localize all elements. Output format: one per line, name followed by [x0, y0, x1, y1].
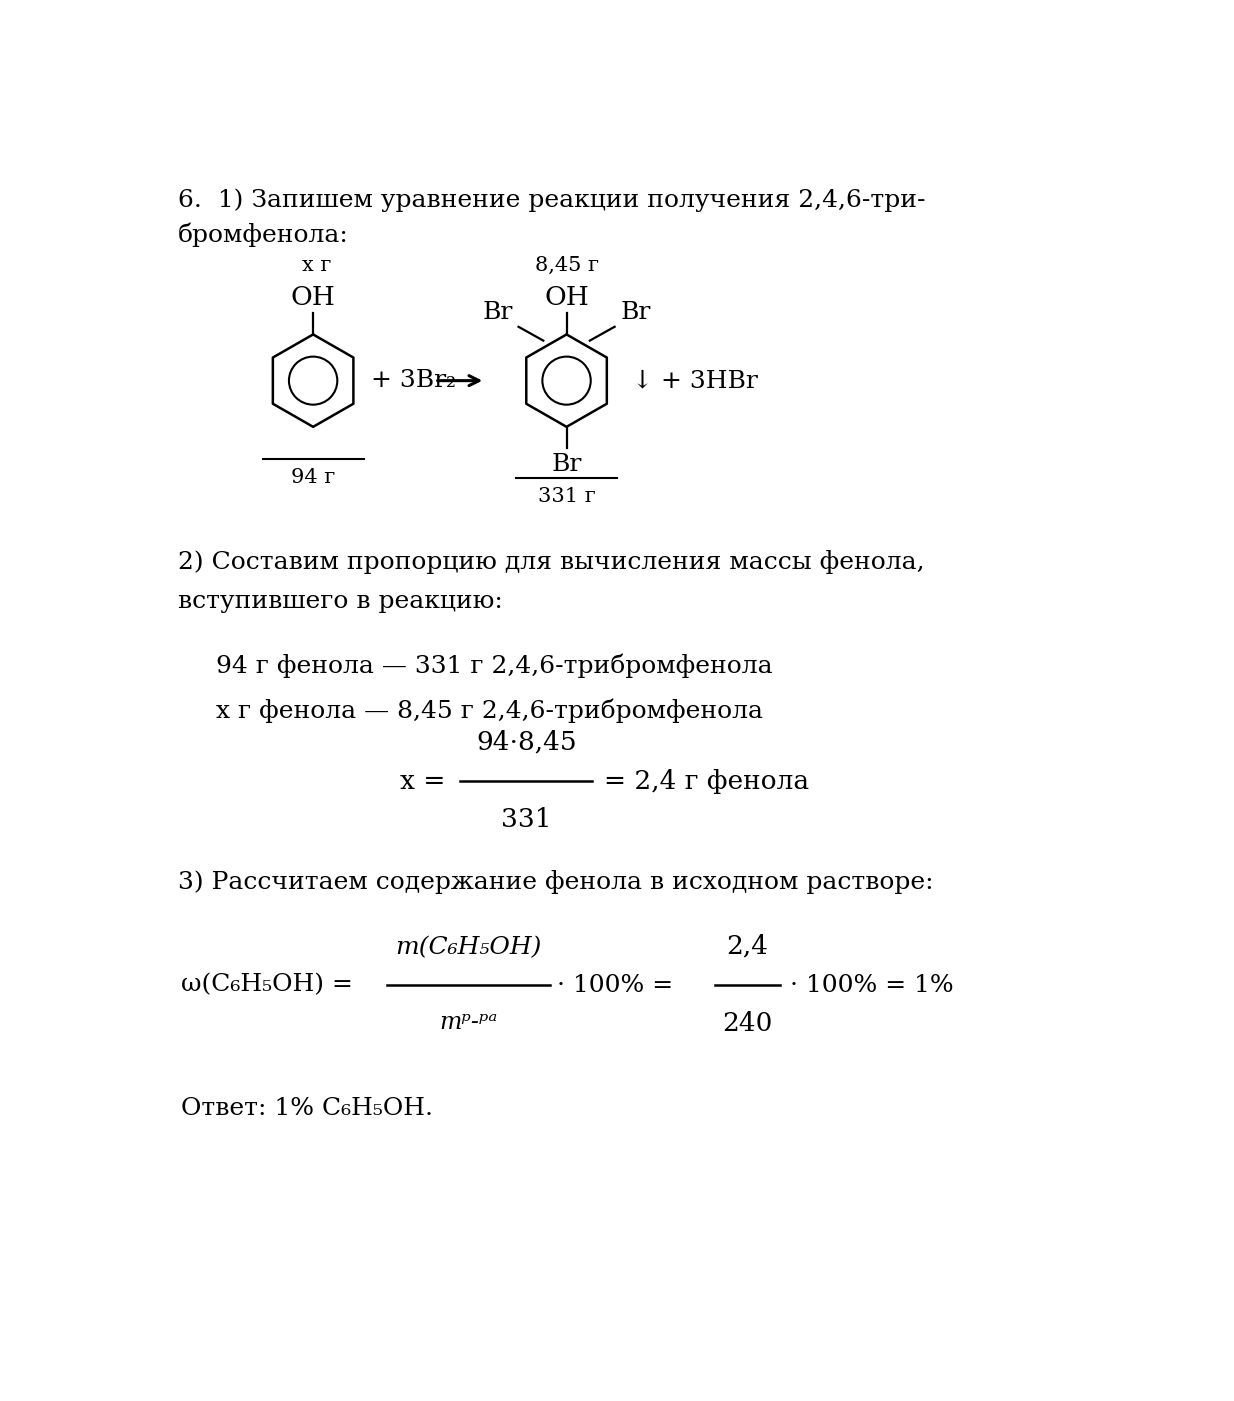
Text: ↓ + 3HBr: ↓ + 3HBr — [632, 368, 759, 392]
Text: x =: x = — [400, 769, 445, 793]
Text: m(C₆H₅OH): m(C₆H₅OH) — [395, 936, 542, 958]
Text: OH: OH — [544, 284, 589, 310]
Text: 2,4: 2,4 — [726, 934, 768, 958]
Text: вступившего в реакцию:: вступившего в реакцию: — [178, 590, 502, 614]
Text: mᵖ-ᵖᵃ: mᵖ-ᵖᵃ — [439, 1012, 497, 1034]
Text: 2) Составим пропорцию для вычисления массы фенола,: 2) Составим пропорцию для вычисления мас… — [178, 551, 924, 574]
Text: · 100% = 1%: · 100% = 1% — [790, 974, 954, 996]
Text: + 3Br₂: + 3Br₂ — [371, 368, 457, 392]
Text: OH: OH — [291, 284, 336, 310]
Text: 94 г фенола — 331 г 2,4,6-трибромфенола: 94 г фенола — 331 г 2,4,6-трибромфенола — [216, 654, 772, 678]
Text: ω(C₆H₅OH) =: ω(C₆H₅OH) = — [181, 974, 353, 996]
Text: 94·8,45: 94·8,45 — [476, 730, 576, 755]
Text: 6.  1) Запишем уравнение реакции получения 2,4,6-три-: 6. 1) Запишем уравнение реакции получени… — [178, 188, 926, 212]
Text: · 100% =: · 100% = — [558, 974, 674, 996]
Text: х г фенола — 8,45 г 2,4,6-трибромфенола: х г фенола — 8,45 г 2,4,6-трибромфенола — [216, 699, 764, 723]
Text: 331: 331 — [501, 807, 552, 832]
Text: 331 г: 331 г — [538, 488, 596, 506]
Text: 240: 240 — [722, 1012, 772, 1037]
Text: бромфенола:: бромфенола: — [178, 223, 348, 248]
Text: 3) Рассчитаем содержание фенола в исходном растворе:: 3) Рассчитаем содержание фенола в исходн… — [178, 870, 933, 894]
Text: = 2,4 г фенола: = 2,4 г фенола — [603, 769, 808, 793]
Text: 94 г: 94 г — [291, 468, 336, 488]
Text: x г: x г — [302, 256, 332, 275]
Text: Ответ: 1% C₆H₅OH.: Ответ: 1% C₆H₅OH. — [181, 1097, 433, 1119]
Text: Br: Br — [552, 453, 581, 476]
Text: Br: Br — [482, 301, 513, 324]
Text: 8,45 г: 8,45 г — [534, 256, 598, 275]
Text: Br: Br — [621, 301, 650, 324]
